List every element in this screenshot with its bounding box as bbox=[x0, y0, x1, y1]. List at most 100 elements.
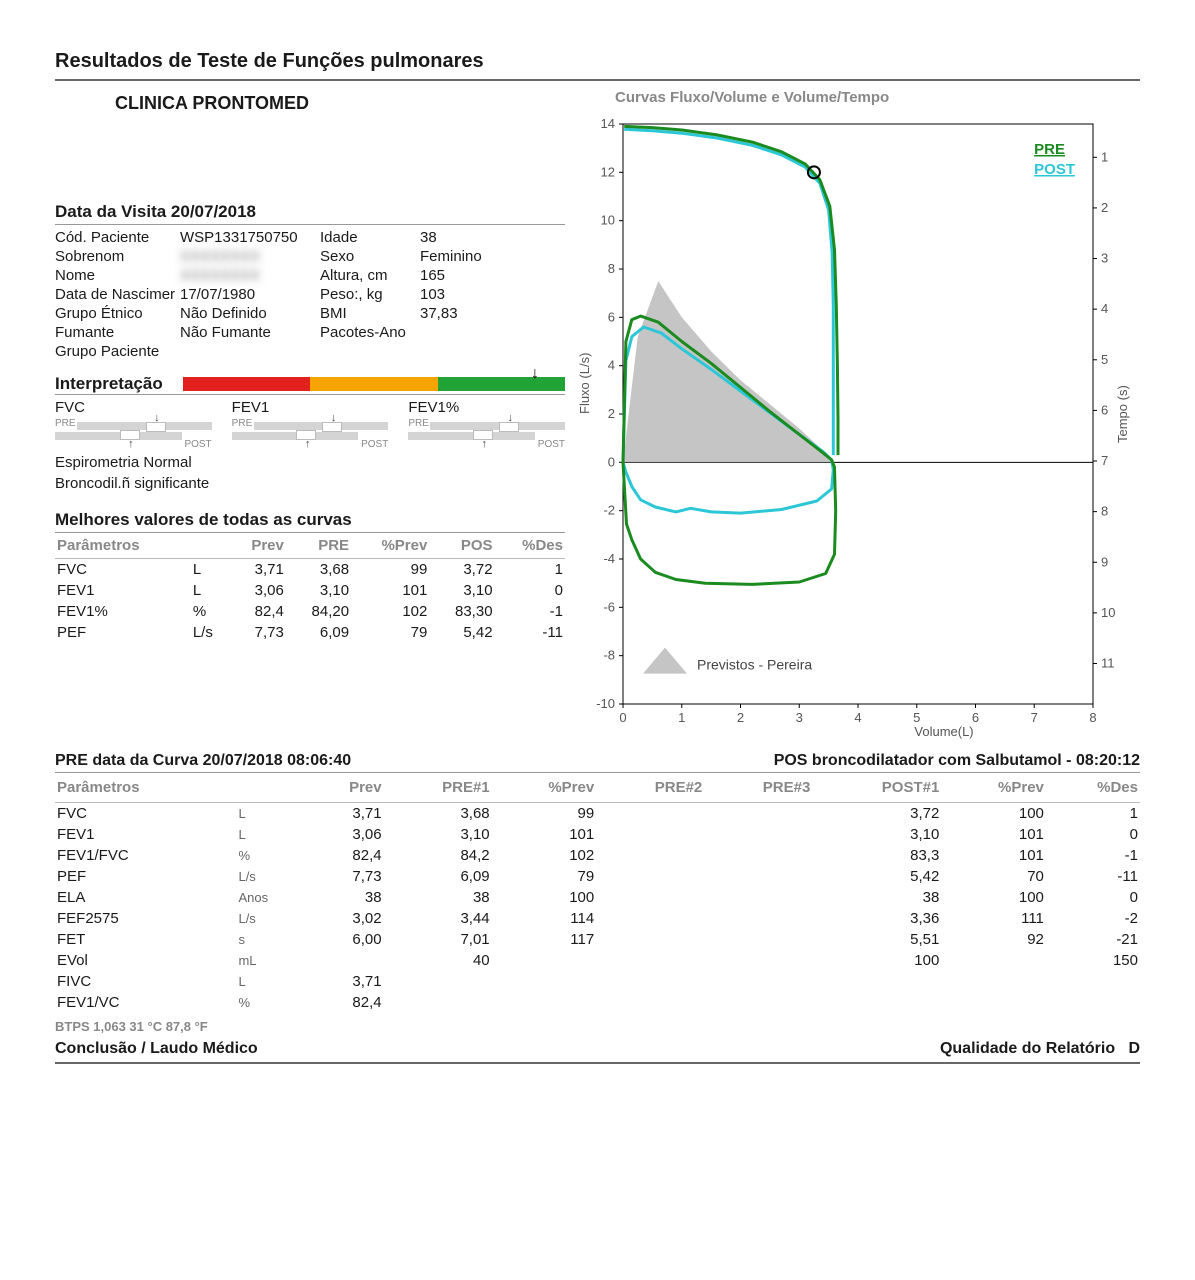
table-cell: L/s bbox=[236, 908, 307, 929]
table-cell bbox=[1046, 992, 1140, 1013]
svg-text:14: 14 bbox=[601, 116, 615, 131]
table-cell bbox=[704, 971, 812, 992]
flow-volume-chart: 14121086420-2-4-6-8-10123456789101101234… bbox=[575, 106, 1135, 746]
svg-text:4: 4 bbox=[854, 710, 861, 725]
table-cell: % bbox=[191, 601, 229, 622]
table-cell: 0 bbox=[495, 580, 565, 601]
svg-text:Previstos - Pereira: Previstos - Pereira bbox=[697, 657, 812, 673]
chart-title: Curvas Fluxo/Volume e Volume/Tempo bbox=[575, 89, 1140, 106]
patient-value: 37,83 bbox=[420, 305, 565, 322]
patient-label: Altura, cm bbox=[320, 267, 420, 284]
table-cell: 82,4 bbox=[229, 601, 286, 622]
table-cell: FEV1 bbox=[55, 824, 236, 845]
svg-text:7: 7 bbox=[1031, 710, 1038, 725]
report-title: Resultados de Teste de Funções pulmonare… bbox=[55, 50, 1140, 81]
interpretation-note-2: Broncodil.ñ significante bbox=[55, 471, 565, 492]
svg-text:2: 2 bbox=[737, 710, 744, 725]
table-cell: L bbox=[191, 580, 229, 601]
table-cell: -1 bbox=[495, 601, 565, 622]
patient-info: Cód. PacienteWSP1331750750Idade38Sobreno… bbox=[55, 225, 565, 360]
table-cell: FVC bbox=[55, 559, 191, 581]
table-cell: 82,4 bbox=[307, 845, 384, 866]
table-cell: 79 bbox=[492, 866, 597, 887]
table-cell: FEV1 bbox=[55, 580, 191, 601]
table-cell bbox=[812, 971, 941, 992]
table-cell: FEF2575 bbox=[55, 908, 236, 929]
table-cell: 101 bbox=[492, 824, 597, 845]
table-cell bbox=[704, 887, 812, 908]
patient-label: Sobrenom bbox=[55, 248, 180, 265]
svg-text:2: 2 bbox=[1101, 200, 1108, 215]
svg-text:4: 4 bbox=[1101, 301, 1108, 316]
table-cell bbox=[704, 929, 812, 950]
table-cell bbox=[596, 950, 704, 971]
table-cell: 111 bbox=[941, 908, 1046, 929]
interpretation-traffic-bar: ↓ bbox=[183, 377, 565, 391]
table-cell: 3,71 bbox=[229, 559, 286, 581]
patient-value bbox=[180, 343, 320, 360]
table-cell: 79 bbox=[351, 622, 429, 643]
detailed-parameters-table: ParâmetrosPrevPRE#1%PrevPRE#2PRE#3POST#1… bbox=[55, 773, 1140, 1013]
best-values-table: ParâmetrosPrevPRE%PrevPOS%DesFVCL3,713,6… bbox=[55, 533, 565, 643]
table-cell: 7,73 bbox=[229, 622, 286, 643]
table-cell: FIVC bbox=[55, 971, 236, 992]
svg-text:7: 7 bbox=[1101, 453, 1108, 468]
svg-text:5: 5 bbox=[1101, 352, 1108, 367]
patient-label: Idade bbox=[320, 229, 420, 246]
svg-text:12: 12 bbox=[601, 164, 615, 179]
table-cell: 99 bbox=[351, 559, 429, 581]
table-cell: 6,09 bbox=[384, 866, 492, 887]
patient-label: Nome bbox=[55, 267, 180, 284]
table-cell bbox=[492, 971, 597, 992]
table-cell: 83,30 bbox=[429, 601, 494, 622]
table-cell: 102 bbox=[492, 845, 597, 866]
table-cell: 3,10 bbox=[286, 580, 351, 601]
indicator-fev1: FEV1 PRE ↓ ↑ POST bbox=[232, 399, 389, 450]
table-cell: PEF bbox=[55, 866, 236, 887]
post-curve-header: POS broncodilatador com Salbutamol - 08:… bbox=[774, 752, 1140, 770]
table-cell: s bbox=[236, 929, 307, 950]
table-cell: 5,42 bbox=[812, 866, 941, 887]
interpretation-note-1: Espirometria Normal bbox=[55, 450, 565, 471]
table-cell: 38 bbox=[307, 887, 384, 908]
table-cell: FEV1/FVC bbox=[55, 845, 236, 866]
table-cell: 101 bbox=[941, 824, 1046, 845]
clinic-name: CLINICA PRONTOMED bbox=[55, 89, 565, 122]
svg-text:1: 1 bbox=[1101, 149, 1108, 164]
svg-text:Fluxo (L/s): Fluxo (L/s) bbox=[577, 353, 592, 414]
report-quality: Qualidade do Relatório D bbox=[940, 1040, 1140, 1058]
table-cell: -21 bbox=[1046, 929, 1140, 950]
table-cell: 3,10 bbox=[429, 580, 494, 601]
table-cell: 150 bbox=[1046, 950, 1140, 971]
svg-text:2: 2 bbox=[608, 406, 615, 421]
patient-label: Cód. Paciente bbox=[55, 229, 180, 246]
patient-value bbox=[420, 343, 565, 360]
table-cell bbox=[941, 992, 1046, 1013]
table-cell: mL bbox=[236, 950, 307, 971]
table-cell: 3,68 bbox=[384, 803, 492, 825]
svg-text:-2: -2 bbox=[603, 503, 615, 518]
table-cell bbox=[1046, 971, 1140, 992]
svg-text:Volume(L): Volume(L) bbox=[914, 724, 973, 739]
svg-text:Tempo (s): Tempo (s) bbox=[1115, 385, 1130, 443]
table-cell: L bbox=[191, 559, 229, 581]
table-cell: 101 bbox=[351, 580, 429, 601]
table-cell bbox=[492, 950, 597, 971]
patient-label: Pacotes-Ano bbox=[320, 324, 420, 341]
btps-info: BTPS 1,063 31 °C 87,8 °F bbox=[55, 1013, 1140, 1034]
table-cell: 0 bbox=[1046, 887, 1140, 908]
table-cell: 100 bbox=[941, 803, 1046, 825]
patient-label: Fumante bbox=[55, 324, 180, 341]
table-cell: 3,02 bbox=[307, 908, 384, 929]
svg-text:6: 6 bbox=[1101, 402, 1108, 417]
table-cell: 3,68 bbox=[286, 559, 351, 581]
table-cell: 83,3 bbox=[812, 845, 941, 866]
svg-text:1: 1 bbox=[678, 710, 685, 725]
patient-value: Feminino bbox=[420, 248, 565, 265]
patient-value: 103 bbox=[420, 286, 565, 303]
svg-text:8: 8 bbox=[1089, 710, 1096, 725]
table-cell: FET bbox=[55, 929, 236, 950]
svg-text:8: 8 bbox=[608, 261, 615, 276]
table-cell: 82,4 bbox=[307, 992, 384, 1013]
table-cell: 99 bbox=[492, 803, 597, 825]
